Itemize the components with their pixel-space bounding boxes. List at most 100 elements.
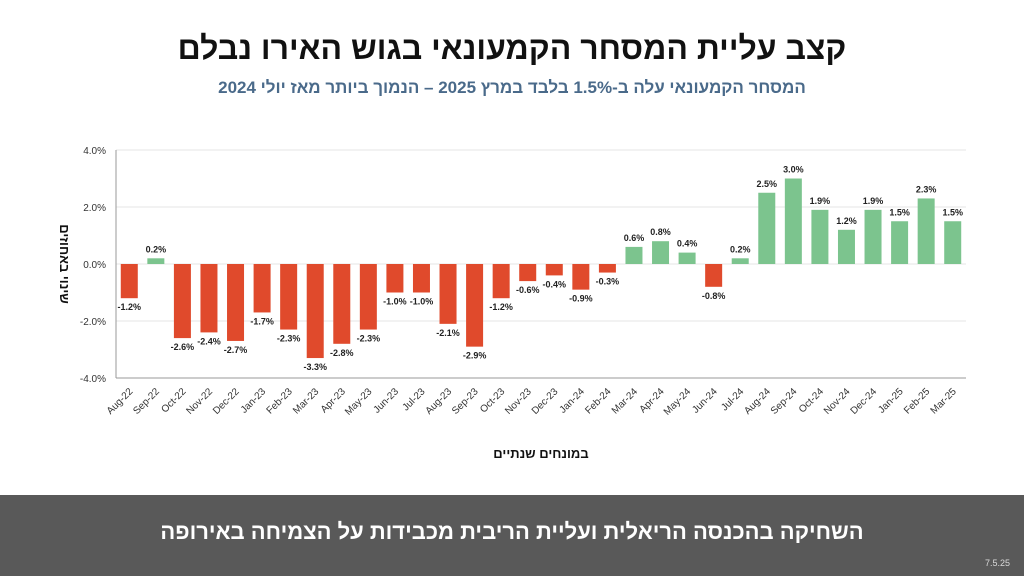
bar bbox=[306, 264, 324, 359]
value-label: 1.5% bbox=[942, 207, 963, 217]
footer-date: 7.5.25 bbox=[984, 558, 1010, 568]
bar bbox=[466, 264, 484, 347]
value-label: -2.3% bbox=[357, 334, 381, 344]
x-tick-label: Jan-24 bbox=[558, 386, 588, 416]
value-label: 3.0% bbox=[783, 165, 804, 175]
bar bbox=[837, 229, 855, 264]
bar bbox=[519, 264, 537, 282]
y-tick-label: 2.0% bbox=[83, 203, 106, 214]
bar bbox=[120, 264, 138, 299]
value-label: 0.4% bbox=[677, 239, 698, 249]
value-label: -0.3% bbox=[596, 277, 620, 287]
x-tick-label: Oct-23 bbox=[478, 386, 507, 415]
value-label: -2.6% bbox=[171, 342, 195, 352]
value-label: -3.3% bbox=[303, 362, 327, 372]
value-label: -1.7% bbox=[250, 316, 274, 326]
bar bbox=[173, 264, 191, 339]
x-tick-label: Jan-23 bbox=[239, 386, 269, 416]
y-axis-ticks: -4.0% -2.0% 0.0% 2.0% 4.0% bbox=[80, 146, 106, 385]
bar bbox=[545, 264, 563, 276]
x-tick-label: Jun-24 bbox=[690, 386, 720, 416]
bar bbox=[386, 264, 404, 293]
grid-lines bbox=[115, 149, 966, 379]
value-label: 2.5% bbox=[757, 179, 778, 189]
x-tick-label: Aug-23 bbox=[424, 386, 455, 417]
x-tick-label: Nov-22 bbox=[185, 386, 216, 417]
bars bbox=[120, 178, 962, 359]
x-tick-label: Sep-24 bbox=[769, 386, 800, 417]
x-tick-label: Dec-24 bbox=[849, 386, 880, 417]
x-tick-label: Jun-23 bbox=[372, 386, 402, 416]
page-subtitle: המסחר הקמעונאי עלה ב-1.5% בלבד במרץ 2025… bbox=[218, 78, 806, 97]
value-label: -0.4% bbox=[543, 279, 567, 289]
y-axis-title: שינוי באחוזים bbox=[57, 224, 72, 303]
value-label: 2.3% bbox=[916, 184, 937, 194]
value-label: 1.2% bbox=[836, 216, 857, 226]
bar bbox=[200, 264, 218, 333]
bar bbox=[917, 198, 935, 264]
x-tick-label: Nov-23 bbox=[503, 386, 534, 417]
value-label: -2.1% bbox=[436, 328, 460, 338]
bar bbox=[625, 246, 643, 264]
value-label: -1.2% bbox=[489, 302, 513, 312]
value-label: -1.0% bbox=[410, 297, 434, 307]
bar-chart: -4.0%-2.0%0.0%2.0%4.0% Aug-22Sep-22Oct-2… bbox=[57, 146, 966, 461]
value-label: -1.0% bbox=[383, 297, 407, 307]
value-label: -0.6% bbox=[516, 285, 540, 295]
bar bbox=[492, 264, 510, 299]
value-label: -2.3% bbox=[277, 334, 301, 344]
page-title: קצב עליית המסחר הקמעונאי בגוש האירו נבלם bbox=[177, 30, 847, 66]
x-tick-label: Aug-24 bbox=[742, 386, 773, 417]
x-tick-label: Feb-24 bbox=[583, 386, 613, 416]
x-tick-label: Jan-25 bbox=[876, 386, 906, 416]
bar bbox=[678, 252, 696, 264]
bar bbox=[864, 209, 882, 264]
bar bbox=[572, 264, 590, 290]
x-tick-label: Oct-24 bbox=[797, 386, 826, 415]
value-label: -1.2% bbox=[118, 302, 142, 312]
x-tick-label: Aug-22 bbox=[105, 386, 136, 417]
bar bbox=[333, 264, 351, 344]
y-tick-label: -2.0% bbox=[80, 317, 106, 328]
x-tick-label: Sep-22 bbox=[131, 386, 162, 417]
value-labels: -1.2%0.2%-2.6%-2.4%-2.7%-1.7%-2.3%-3.3%-… bbox=[118, 165, 963, 373]
y-tick-label: -4.0% bbox=[80, 374, 106, 385]
x-tick-label: Dec-22 bbox=[211, 386, 242, 417]
footer-text: השחיקה בהכנסה הריאלית ועליית הריבית מכבי… bbox=[160, 519, 864, 544]
x-tick-label: Dec-23 bbox=[530, 386, 561, 417]
bar bbox=[705, 264, 723, 287]
x-tick-label: Mar-23 bbox=[291, 386, 321, 416]
x-tick-label: Feb-25 bbox=[902, 386, 932, 416]
bar bbox=[944, 221, 962, 264]
value-label: -2.9% bbox=[463, 351, 487, 361]
y-tick-label: 4.0% bbox=[83, 146, 106, 157]
value-label: 0.8% bbox=[650, 227, 671, 237]
value-label: 1.9% bbox=[863, 196, 884, 206]
value-label: -0.8% bbox=[702, 291, 726, 301]
bar bbox=[253, 264, 271, 313]
bar bbox=[439, 264, 457, 324]
x-axis-title: במונחים שנתיים bbox=[493, 446, 588, 461]
value-label: 1.9% bbox=[810, 196, 831, 206]
value-label: -2.7% bbox=[224, 345, 248, 355]
footer-banner: השחיקה בהכנסה הריאלית ועליית הריבית מכבי… bbox=[0, 495, 1024, 576]
x-tick-label: May-23 bbox=[343, 386, 375, 418]
x-tick-label: Mar-25 bbox=[929, 386, 959, 416]
bar bbox=[731, 258, 749, 264]
x-axis-ticks: Aug-22Sep-22Oct-22Nov-22Dec-22Jan-23Feb-… bbox=[105, 386, 959, 418]
value-label: -2.8% bbox=[330, 348, 354, 358]
bar bbox=[891, 221, 909, 264]
value-label: -0.9% bbox=[569, 294, 593, 304]
bar bbox=[227, 264, 245, 341]
bar bbox=[758, 192, 776, 264]
x-tick-label: Sep-23 bbox=[450, 386, 481, 417]
y-tick-label: 0.0% bbox=[83, 260, 106, 271]
x-tick-label: Feb-23 bbox=[265, 386, 295, 416]
value-label: 1.5% bbox=[889, 207, 910, 217]
value-label: 0.6% bbox=[624, 233, 645, 243]
bar bbox=[811, 209, 829, 264]
bar bbox=[412, 264, 430, 293]
bar bbox=[359, 264, 377, 330]
x-tick-label: Oct-22 bbox=[160, 386, 189, 415]
bar bbox=[280, 264, 298, 330]
